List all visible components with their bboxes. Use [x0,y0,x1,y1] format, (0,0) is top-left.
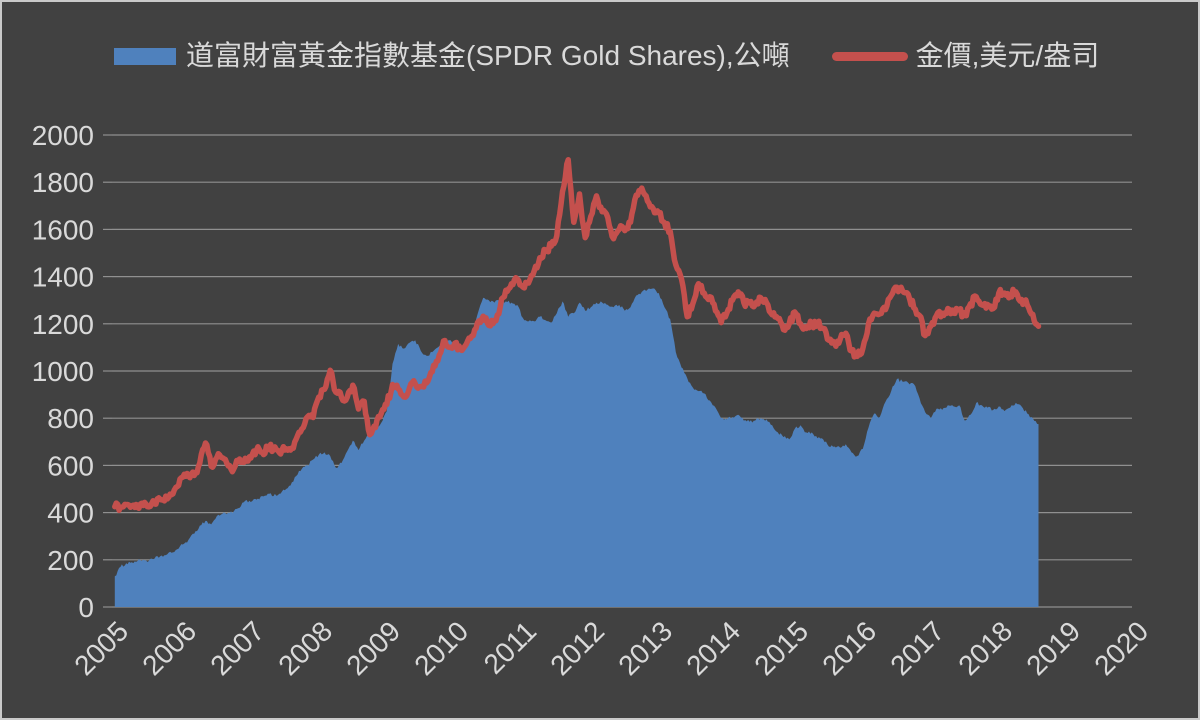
y-axis-tick-label: 400 [47,498,94,529]
x-axis-tick-label: 2017 [884,615,950,681]
legend-item-gld-holdings: 道富財富黃金指數基金(SPDR Gold Shares),公噸 [114,42,790,70]
y-axis-tick-label: 200 [47,545,94,576]
x-axis-tick-label: 2007 [204,615,270,681]
x-axis-labels-group: 2005 2006 2007 2008 2009 2010 2011 2012 2013 2014… [68,615,1154,681]
gold-price-line-swatch-icon [831,51,908,61]
x-axis-tick-label: 2014 [680,615,746,681]
x-axis-tick-label: 2012 [544,615,610,681]
gld-area-swatch-icon [114,47,176,65]
y-axis-tick-label: 2000 [32,120,94,151]
legend-item-gold-price: 金價,美元/盎司 [831,40,1100,71]
gld-holdings-area-series [114,288,1039,607]
x-axis-tick-label: 2011 [478,615,543,680]
x-axis-tick-label: 2019 [1020,615,1086,681]
series-group [112,157,1042,607]
y-axis-tick-label: 0 [78,592,94,623]
x-axis-tick-label: 2015 [748,615,814,681]
y-axis-tick-label: 1800 [32,167,94,198]
y-axis-tick-label: 1200 [32,309,94,340]
x-axis-tick-label: 2013 [612,615,678,681]
y-axis-tick-label: 800 [47,403,94,434]
x-axis-tick-label: 2010 [408,615,474,681]
gold-price-line-series [112,157,1042,514]
y-axis-tick-label: 1400 [32,262,94,293]
x-axis-tick-label: 2020 [1088,615,1154,681]
legend-label-gld-holdings: 道富財富黃金指數基金(SPDR Gold Shares),公噸 [186,40,790,71]
x-axis-tick-label: 2008 [272,615,338,681]
chart-legend: 道富財富黃金指數基金(SPDR Gold Shares),公噸 金價,美元/盎司 [114,42,1099,70]
x-axis-tick-label: 2006 [136,615,202,681]
y-axis-tick-label: 1600 [32,214,94,245]
x-axis-tick-label: 2009 [340,615,406,681]
x-axis-tick-label: 2005 [68,615,134,681]
legend-label-gold-price: 金價,美元/盎司 [915,40,1100,71]
y-axis-tick-label: 1000 [32,356,94,387]
x-axis-tick-label: 2018 [952,615,1018,681]
x-axis-tick-label: 2016 [816,615,882,681]
y-axis-tick-label: 600 [47,450,94,481]
y-axis-labels-group: 0 200 400 600 800 1000 1200 1400 1600 1800 2000 [32,120,94,623]
